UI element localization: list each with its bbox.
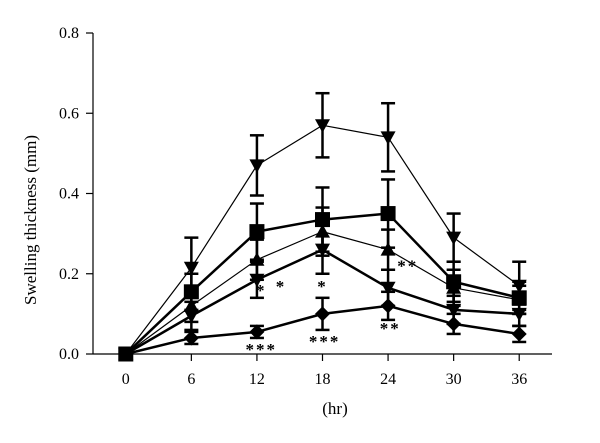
y-tick-label: 0.8 — [59, 25, 79, 42]
x-ticks: 0 6 12 18 24 30 36 — [122, 354, 527, 388]
triangle-up-marker — [380, 242, 396, 256]
square-marker — [249, 224, 265, 240]
triangle-down-marker — [249, 273, 265, 288]
x-tick-label: 36 — [511, 371, 527, 388]
significance-marker: *** — [309, 332, 341, 351]
y-tick-label: 0.0 — [59, 346, 79, 363]
triangle-down-marker — [380, 281, 396, 296]
x-tick-label: 24 — [380, 371, 396, 388]
significance-marker: *** — [246, 340, 278, 359]
triangle-down-marker — [249, 159, 265, 173]
significance-marker: * — [276, 277, 287, 296]
diamond-marker — [183, 330, 199, 346]
significance-marker: ** — [397, 257, 418, 276]
y-axis-title: Swelling thickness (mm) — [21, 135, 40, 305]
triangle-down-marker — [511, 307, 527, 322]
triangle-down-marker — [183, 261, 199, 276]
x-tick-label: 0 — [122, 371, 130, 388]
y-tick-label: 0.4 — [59, 186, 79, 203]
significance-marker: ** — [380, 319, 401, 338]
annotation-layer: * * ******** *** — [246, 257, 418, 359]
triangle-down-marker — [315, 119, 330, 133]
x-tick-label: 12 — [249, 371, 265, 388]
triangle-down-marker — [446, 303, 462, 318]
triangle-down-marker — [446, 231, 462, 246]
y-ticks: 0.0 0.2 0.4 0.6 0.8 — [59, 25, 93, 363]
triangle-down-marker — [380, 131, 396, 145]
diamond-marker — [446, 316, 462, 332]
significance-marker: * — [256, 281, 267, 300]
diamond-marker — [315, 306, 330, 322]
x-tick-label: 18 — [315, 371, 331, 388]
axes: 0.0 0.2 0.4 0.6 0.8 0 6 12 18 24 30 36 — [59, 25, 552, 388]
x-axis-title: (hr) — [322, 399, 347, 418]
triangle-up-marker — [446, 280, 462, 294]
diamond-marker — [118, 346, 134, 362]
triangle-down-marker — [315, 243, 330, 258]
diamond-marker — [511, 326, 527, 342]
series-5 — [118, 290, 527, 362]
x-tick-label: 6 — [187, 371, 195, 388]
diamond-marker — [249, 324, 265, 340]
x-tick-label: 30 — [446, 371, 462, 388]
y-tick-label: 0.2 — [59, 266, 79, 283]
significance-marker: * — [317, 277, 328, 296]
y-tick-label: 0.6 — [59, 105, 79, 122]
square-marker — [380, 206, 396, 222]
series-layer — [118, 91, 527, 362]
triangle-down-marker — [183, 309, 199, 324]
diamond-marker — [380, 298, 396, 314]
